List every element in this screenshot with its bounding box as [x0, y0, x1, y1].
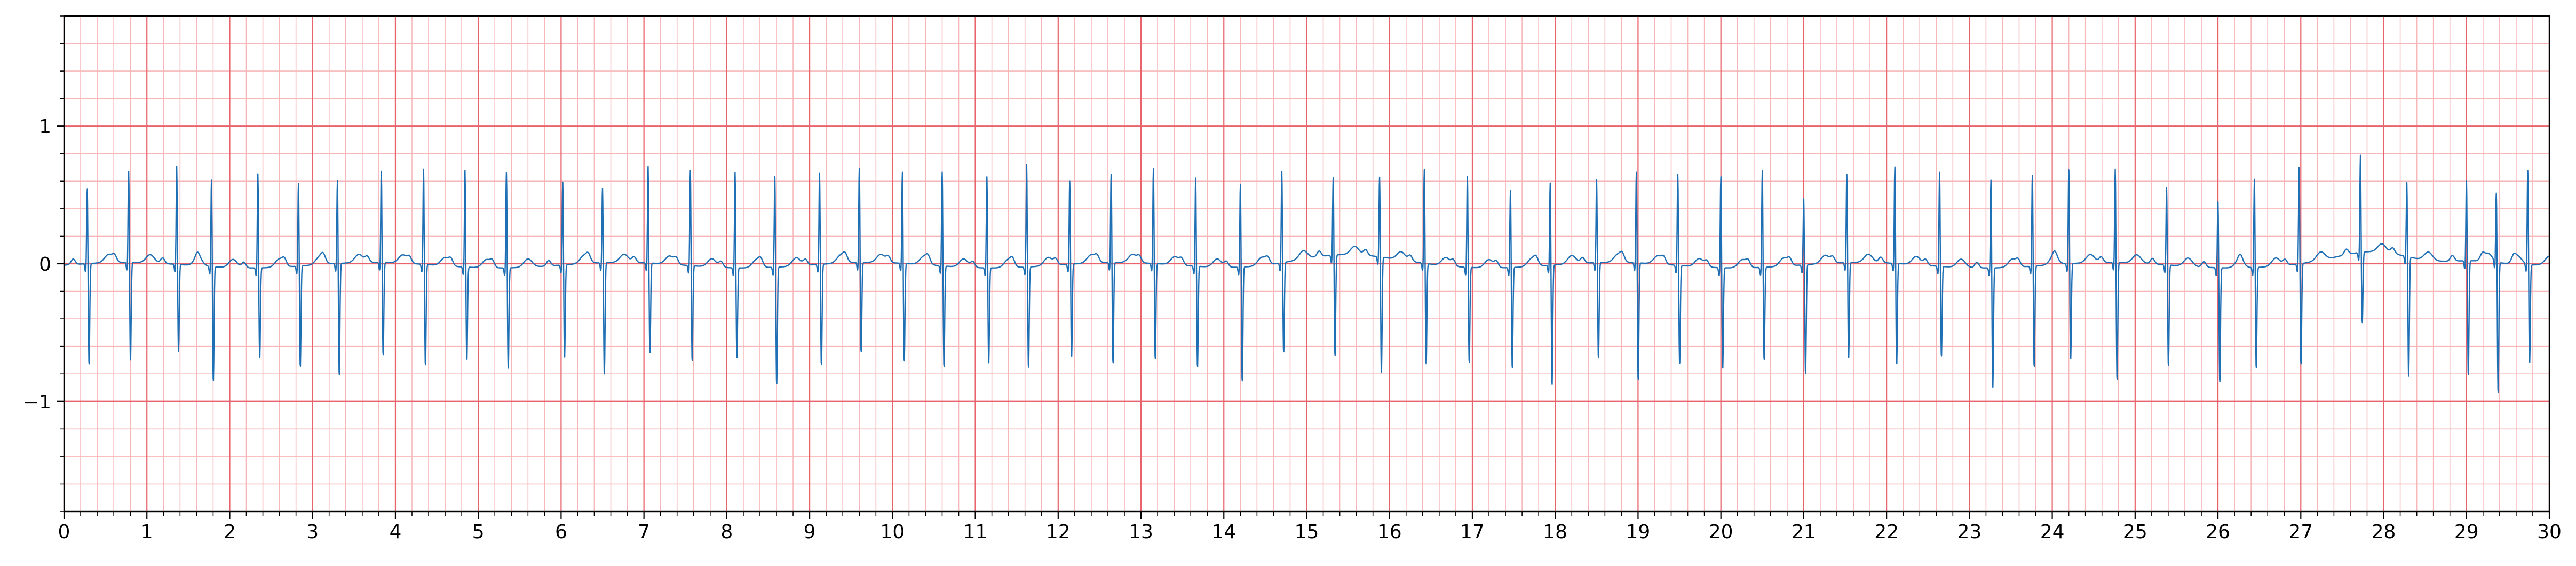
- x-tick-label: 28: [2372, 521, 2396, 543]
- x-tick-label: 29: [2454, 521, 2479, 543]
- x-tick-label: 17: [1460, 521, 1485, 543]
- x-tick-label: 20: [1709, 521, 1733, 543]
- x-tick-label: 0: [58, 521, 70, 543]
- x-tick-label: 2: [224, 521, 236, 543]
- ecg-trace: [64, 154, 2550, 394]
- y-tick-label: −1: [23, 391, 51, 413]
- x-tick-label: 12: [1046, 521, 1071, 543]
- x-tick-label: 22: [1874, 521, 1899, 543]
- x-tick-label: 6: [555, 521, 567, 543]
- x-tick-label: 11: [963, 521, 988, 543]
- x-tick-label: 26: [2206, 521, 2230, 543]
- y-axis: −1 0 1: [23, 15, 64, 512]
- x-tick-label: 27: [2288, 521, 2313, 543]
- signal-layer: [64, 154, 2550, 394]
- x-tick-label: 5: [472, 521, 485, 543]
- x-tick-label: 21: [1792, 521, 1816, 543]
- x-tick-label: 15: [1295, 521, 1319, 543]
- x-tick-label: 3: [306, 521, 319, 543]
- x-tick-label: 10: [880, 521, 905, 543]
- x-tick-label: 18: [1543, 521, 1567, 543]
- x-tick-label: 19: [1626, 521, 1651, 543]
- y-tick-label: 0: [39, 254, 51, 276]
- x-tick-label: 25: [2123, 521, 2147, 543]
- x-tick-label: 7: [638, 521, 650, 543]
- x-axis: 0 1 2 3 4 5 6 7 8 9 10 11 12 13 14 15 16 17 18 19 20 21 22 23 24…: [58, 512, 2562, 543]
- x-tick-label: 8: [720, 521, 733, 543]
- x-tick-label: 9: [804, 521, 816, 543]
- x-tick-label: 4: [389, 521, 401, 543]
- x-tick-label: 1: [141, 521, 153, 543]
- x-tick-label: 24: [2040, 521, 2065, 543]
- x-tick-label: 13: [1129, 521, 1153, 543]
- x-tick-label: 14: [1211, 521, 1236, 543]
- x-tick-label: 16: [1377, 521, 1402, 543]
- major-grid: [63, 16, 2550, 512]
- y-tick-label: 1: [39, 116, 51, 138]
- x-tick-label: 23: [1957, 521, 1981, 543]
- x-tick-label: 30: [2537, 521, 2562, 543]
